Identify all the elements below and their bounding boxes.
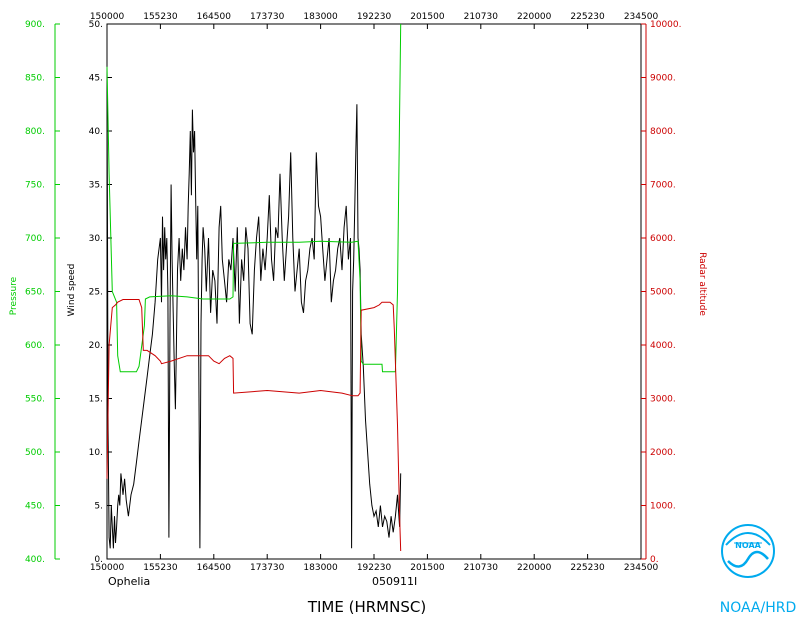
x-tick-label: 164500 xyxy=(197,563,232,573)
wind-tick-label: 0. xyxy=(94,555,103,565)
x-tick-label-top: 192230 xyxy=(357,12,392,22)
x-tick-label: 220000 xyxy=(517,563,552,573)
x-tick-label: 225230 xyxy=(570,563,605,573)
x-tick-label: 150000 xyxy=(90,563,125,573)
x-tick-label-top: 183000 xyxy=(303,12,338,22)
noaa-logo: NOAA xyxy=(721,524,775,578)
wind-tick-label: 15. xyxy=(89,395,103,405)
x-tick-label-top: 220000 xyxy=(517,12,552,22)
wind-tick-label: 25. xyxy=(89,288,103,298)
x-tick-label: 183000 xyxy=(303,563,338,573)
series-layer xyxy=(106,23,402,552)
pressure-tick-label: 650. xyxy=(25,288,45,298)
x-tick-label: 173730 xyxy=(250,563,285,573)
altitude-tick-label: 6000. xyxy=(650,234,676,244)
series-line-altitude xyxy=(106,299,402,552)
axes-layer: 150000 150000 155230 155230 164500 164500 1737… xyxy=(25,12,682,573)
altitude-axis-title: Radar altitude xyxy=(697,252,707,316)
series-line-wind xyxy=(106,72,402,549)
x-tick-label-top: 201500 xyxy=(410,12,445,22)
altitude-tick-label: 0. xyxy=(650,555,659,565)
pressure-tick-label: 900. xyxy=(25,20,45,30)
x-tick-label-top: 150000 xyxy=(90,12,125,22)
x-tick-label: 155230 xyxy=(143,563,178,573)
x-tick-label-top: 225230 xyxy=(570,12,605,22)
pressure-tick-label: 500. xyxy=(25,448,45,458)
pressure-tick-label: 550. xyxy=(25,395,45,405)
altitude-tick-label: 3000. xyxy=(650,395,676,405)
wind-tick-label: 40. xyxy=(89,127,103,137)
x-tick-label: 210730 xyxy=(464,563,499,573)
altitude-tick-label: 5000. xyxy=(650,288,676,298)
wind-tick-label: 50. xyxy=(89,20,103,30)
pressure-tick-label: 800. xyxy=(25,127,45,137)
date-code: 050911I xyxy=(372,575,417,588)
altitude-tick-label: 9000. xyxy=(650,74,676,84)
x-tick-label-top: 155230 xyxy=(143,12,178,22)
storm-name: Ophelia xyxy=(108,575,150,588)
x-tick-label: 234500 xyxy=(624,563,659,573)
altitude-tick-label: 1000. xyxy=(650,502,676,512)
series-line-pressure xyxy=(106,23,402,373)
x-tick-label-top: 173730 xyxy=(250,12,285,22)
x-tick-label: 201500 xyxy=(410,563,445,573)
plot-frame xyxy=(106,23,642,560)
x-axis-title: TIME (HRMNSC) xyxy=(307,598,426,616)
altitude-tick-label: 2000. xyxy=(650,448,676,458)
pressure-tick-label: 400. xyxy=(25,555,45,565)
pressure-tick-label: 600. xyxy=(25,341,45,351)
wind-tick-label: 45. xyxy=(89,74,103,84)
wind-tick-label: 10. xyxy=(89,448,103,458)
altitude-tick-label: 4000. xyxy=(650,341,676,351)
wind-axis-title: Wind speed xyxy=(67,264,77,317)
altitude-tick-label: 7000. xyxy=(650,181,676,191)
x-tick-label-top: 234500 xyxy=(624,12,659,22)
wind-tick-label: 20. xyxy=(89,341,103,351)
wind-tick-label: 5. xyxy=(94,502,103,512)
credit-label: NOAA/HRD xyxy=(720,600,797,616)
x-tick-label: 192230 xyxy=(357,563,392,573)
wind-tick-label: 30. xyxy=(89,234,103,244)
svg-text:NOAA: NOAA xyxy=(735,541,761,550)
altitude-tick-label: 10000. xyxy=(650,20,682,30)
wind-tick-label: 35. xyxy=(89,181,103,191)
x-tick-label-top: 210730 xyxy=(464,12,499,22)
pressure-tick-label: 750. xyxy=(25,181,45,191)
pressure-tick-label: 700. xyxy=(25,234,45,244)
pressure-tick-label: 450. xyxy=(25,502,45,512)
x-tick-label-top: 164500 xyxy=(197,12,232,22)
pressure-tick-label: 850. xyxy=(25,74,45,84)
pressure-axis-title: Pressure xyxy=(9,276,19,315)
altitude-tick-label: 8000. xyxy=(650,127,676,137)
